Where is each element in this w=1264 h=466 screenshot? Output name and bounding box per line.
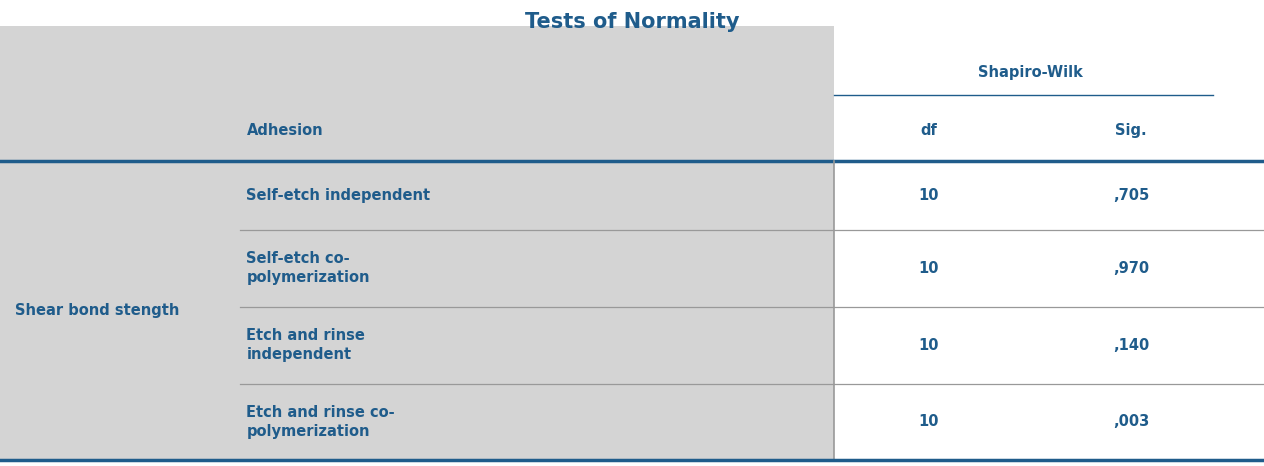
Bar [0, 161, 834, 460]
Text: Self-etch co-
polymerization: Self-etch co- polymerization [246, 251, 370, 285]
Text: Shear bond stength: Shear bond stength [15, 303, 179, 318]
Text: ,705: ,705 [1114, 188, 1149, 203]
Text: ,970: ,970 [1114, 260, 1149, 276]
Text: Sig.: Sig. [1115, 123, 1148, 138]
Text: 10: 10 [919, 260, 939, 276]
Text: Shapiro-Wilk: Shapiro-Wilk [978, 65, 1082, 80]
Text: df: df [920, 123, 938, 138]
Text: 10: 10 [919, 414, 939, 430]
Text: Tests of Normality: Tests of Normality [525, 12, 739, 32]
Text: ,140: ,140 [1114, 337, 1149, 353]
Bar [0, 26, 834, 161]
Text: 10: 10 [919, 337, 939, 353]
Text: Etch and rinse co-
polymerization: Etch and rinse co- polymerization [246, 405, 396, 439]
Text: Adhesion: Adhesion [246, 123, 324, 138]
Text: Etch and rinse
independent: Etch and rinse independent [246, 328, 365, 362]
Text: 10: 10 [919, 188, 939, 203]
Text: ,003: ,003 [1114, 414, 1149, 430]
Text: Self-etch independent: Self-etch independent [246, 188, 431, 203]
